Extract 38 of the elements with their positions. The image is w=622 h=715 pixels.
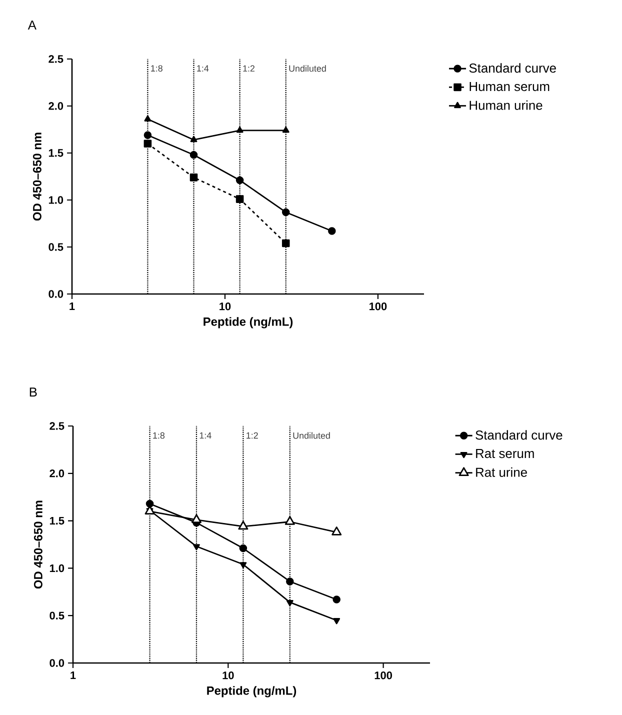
legend-label: Standard curve [476, 430, 562, 440]
x-tick-label: 1 [70, 302, 75, 310]
y-tick-label: 0.0 [50, 659, 64, 667]
annotation: 1:8 [151, 65, 162, 72]
legend-label: Rat urine [476, 467, 527, 477]
y-tick-label: 2.5 [48, 55, 64, 63]
legend-label: Human urine [470, 100, 542, 110]
y-tick-label: 1.0 [50, 564, 64, 572]
y-tick-label: 0.5 [48, 243, 64, 251]
y-tick-label: 0.5 [50, 612, 64, 620]
annotation: Undiluted [289, 65, 326, 72]
x-tick-label: 100 [374, 672, 392, 680]
y-tick-label: 1.5 [50, 516, 64, 525]
x-axis-title: Peptide (ng/mL) [207, 686, 296, 698]
x-tick-label: 1 [70, 672, 76, 680]
annotation: 1:4 [197, 65, 209, 72]
annotation: 1:2 [243, 65, 254, 72]
annotation: 1:4 [200, 432, 212, 439]
y-axis-title: OD 450–650 nm [34, 500, 42, 589]
x-tick-label: 10 [220, 302, 231, 310]
legend-label: Rat serum [476, 449, 534, 458]
x-axis-title: Peptide (ng/mL) [204, 317, 293, 328]
y-tick-label: 0.0 [48, 290, 64, 298]
x-tick-label: 10 [222, 672, 234, 680]
y-axis-title: OD 450–650 nm [32, 132, 42, 221]
legend-label: Human serum [470, 82, 550, 92]
legend-label: Standard curve [469, 63, 556, 73]
x-tick-label: 100 [370, 302, 387, 310]
annotation: 1:2 [246, 432, 258, 439]
y-tick-label: 2.0 [48, 102, 64, 110]
y-tick-label: 2.5 [50, 422, 64, 430]
y-tick-label: 1.0 [48, 196, 64, 204]
y-tick-label: 1.5 [48, 149, 64, 157]
annotation: Undiluted [293, 432, 330, 439]
chart-title: B [30, 388, 37, 396]
y-tick-label: 2.0 [50, 470, 64, 478]
annotation: 1:8 [153, 432, 165, 439]
chart-title: A [28, 20, 36, 30]
